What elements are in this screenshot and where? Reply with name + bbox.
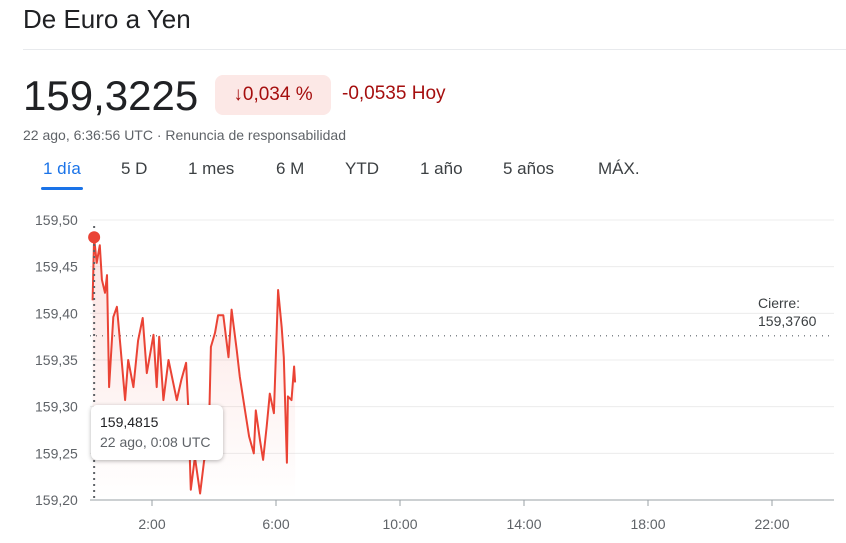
tab-0[interactable]: 1 día xyxy=(41,159,83,190)
y-tick-label: 159,30 xyxy=(35,399,78,415)
tab-7[interactable]: MÁX. xyxy=(598,159,640,178)
divider xyxy=(23,49,846,50)
tab-4[interactable]: YTD xyxy=(345,159,379,178)
x-tick-label: 10:00 xyxy=(382,516,417,532)
x-tick-label: 2:00 xyxy=(138,516,165,532)
tab-2[interactable]: 1 mes xyxy=(188,159,235,178)
timestamp-disclaimer[interactable]: 22 ago, 6:36:56 UTC · Renuncia de respon… xyxy=(23,127,346,143)
page-title: De Euro a Yen xyxy=(23,4,191,34)
x-tick-label: 6:00 xyxy=(262,516,289,532)
price-line xyxy=(91,236,297,495)
tooltip-value: 159,4815 xyxy=(100,414,159,430)
y-tick-label: 159,35 xyxy=(35,352,78,368)
tab-1[interactable]: 5 D xyxy=(121,159,148,178)
current-price: 159,3225 xyxy=(23,72,199,119)
y-tick-label: 159,25 xyxy=(35,445,78,461)
previous-close-label: Cierre: 159,3760 xyxy=(758,294,816,330)
x-tick-label: 22:00 xyxy=(754,516,789,532)
tab-5[interactable]: 1 año xyxy=(420,159,463,178)
close-label: Cierre: xyxy=(758,295,801,311)
close-value: 159,3760 xyxy=(758,313,817,329)
y-tick-label: 159,40 xyxy=(35,305,78,321)
tab-3[interactable]: 6 M xyxy=(276,159,305,178)
tooltip-date: 22 ago, 0:08 UTC xyxy=(100,434,211,450)
x-tick-label: 14:00 xyxy=(506,516,541,532)
x-tick-label: 18:00 xyxy=(630,516,665,532)
change-percent-badge: ↓0,034 % xyxy=(215,75,331,115)
chart-tooltip: 159,4815 22 ago, 0:08 UTC xyxy=(91,405,223,460)
y-tick-label: 159,45 xyxy=(35,259,78,275)
tab-6[interactable]: 5 años xyxy=(503,159,555,178)
y-tick-label: 159,50 xyxy=(35,212,78,228)
y-tick-label: 159,20 xyxy=(35,492,78,508)
change-absolute: -0,0535 Hoy xyxy=(342,83,446,104)
hover-point xyxy=(88,231,101,244)
